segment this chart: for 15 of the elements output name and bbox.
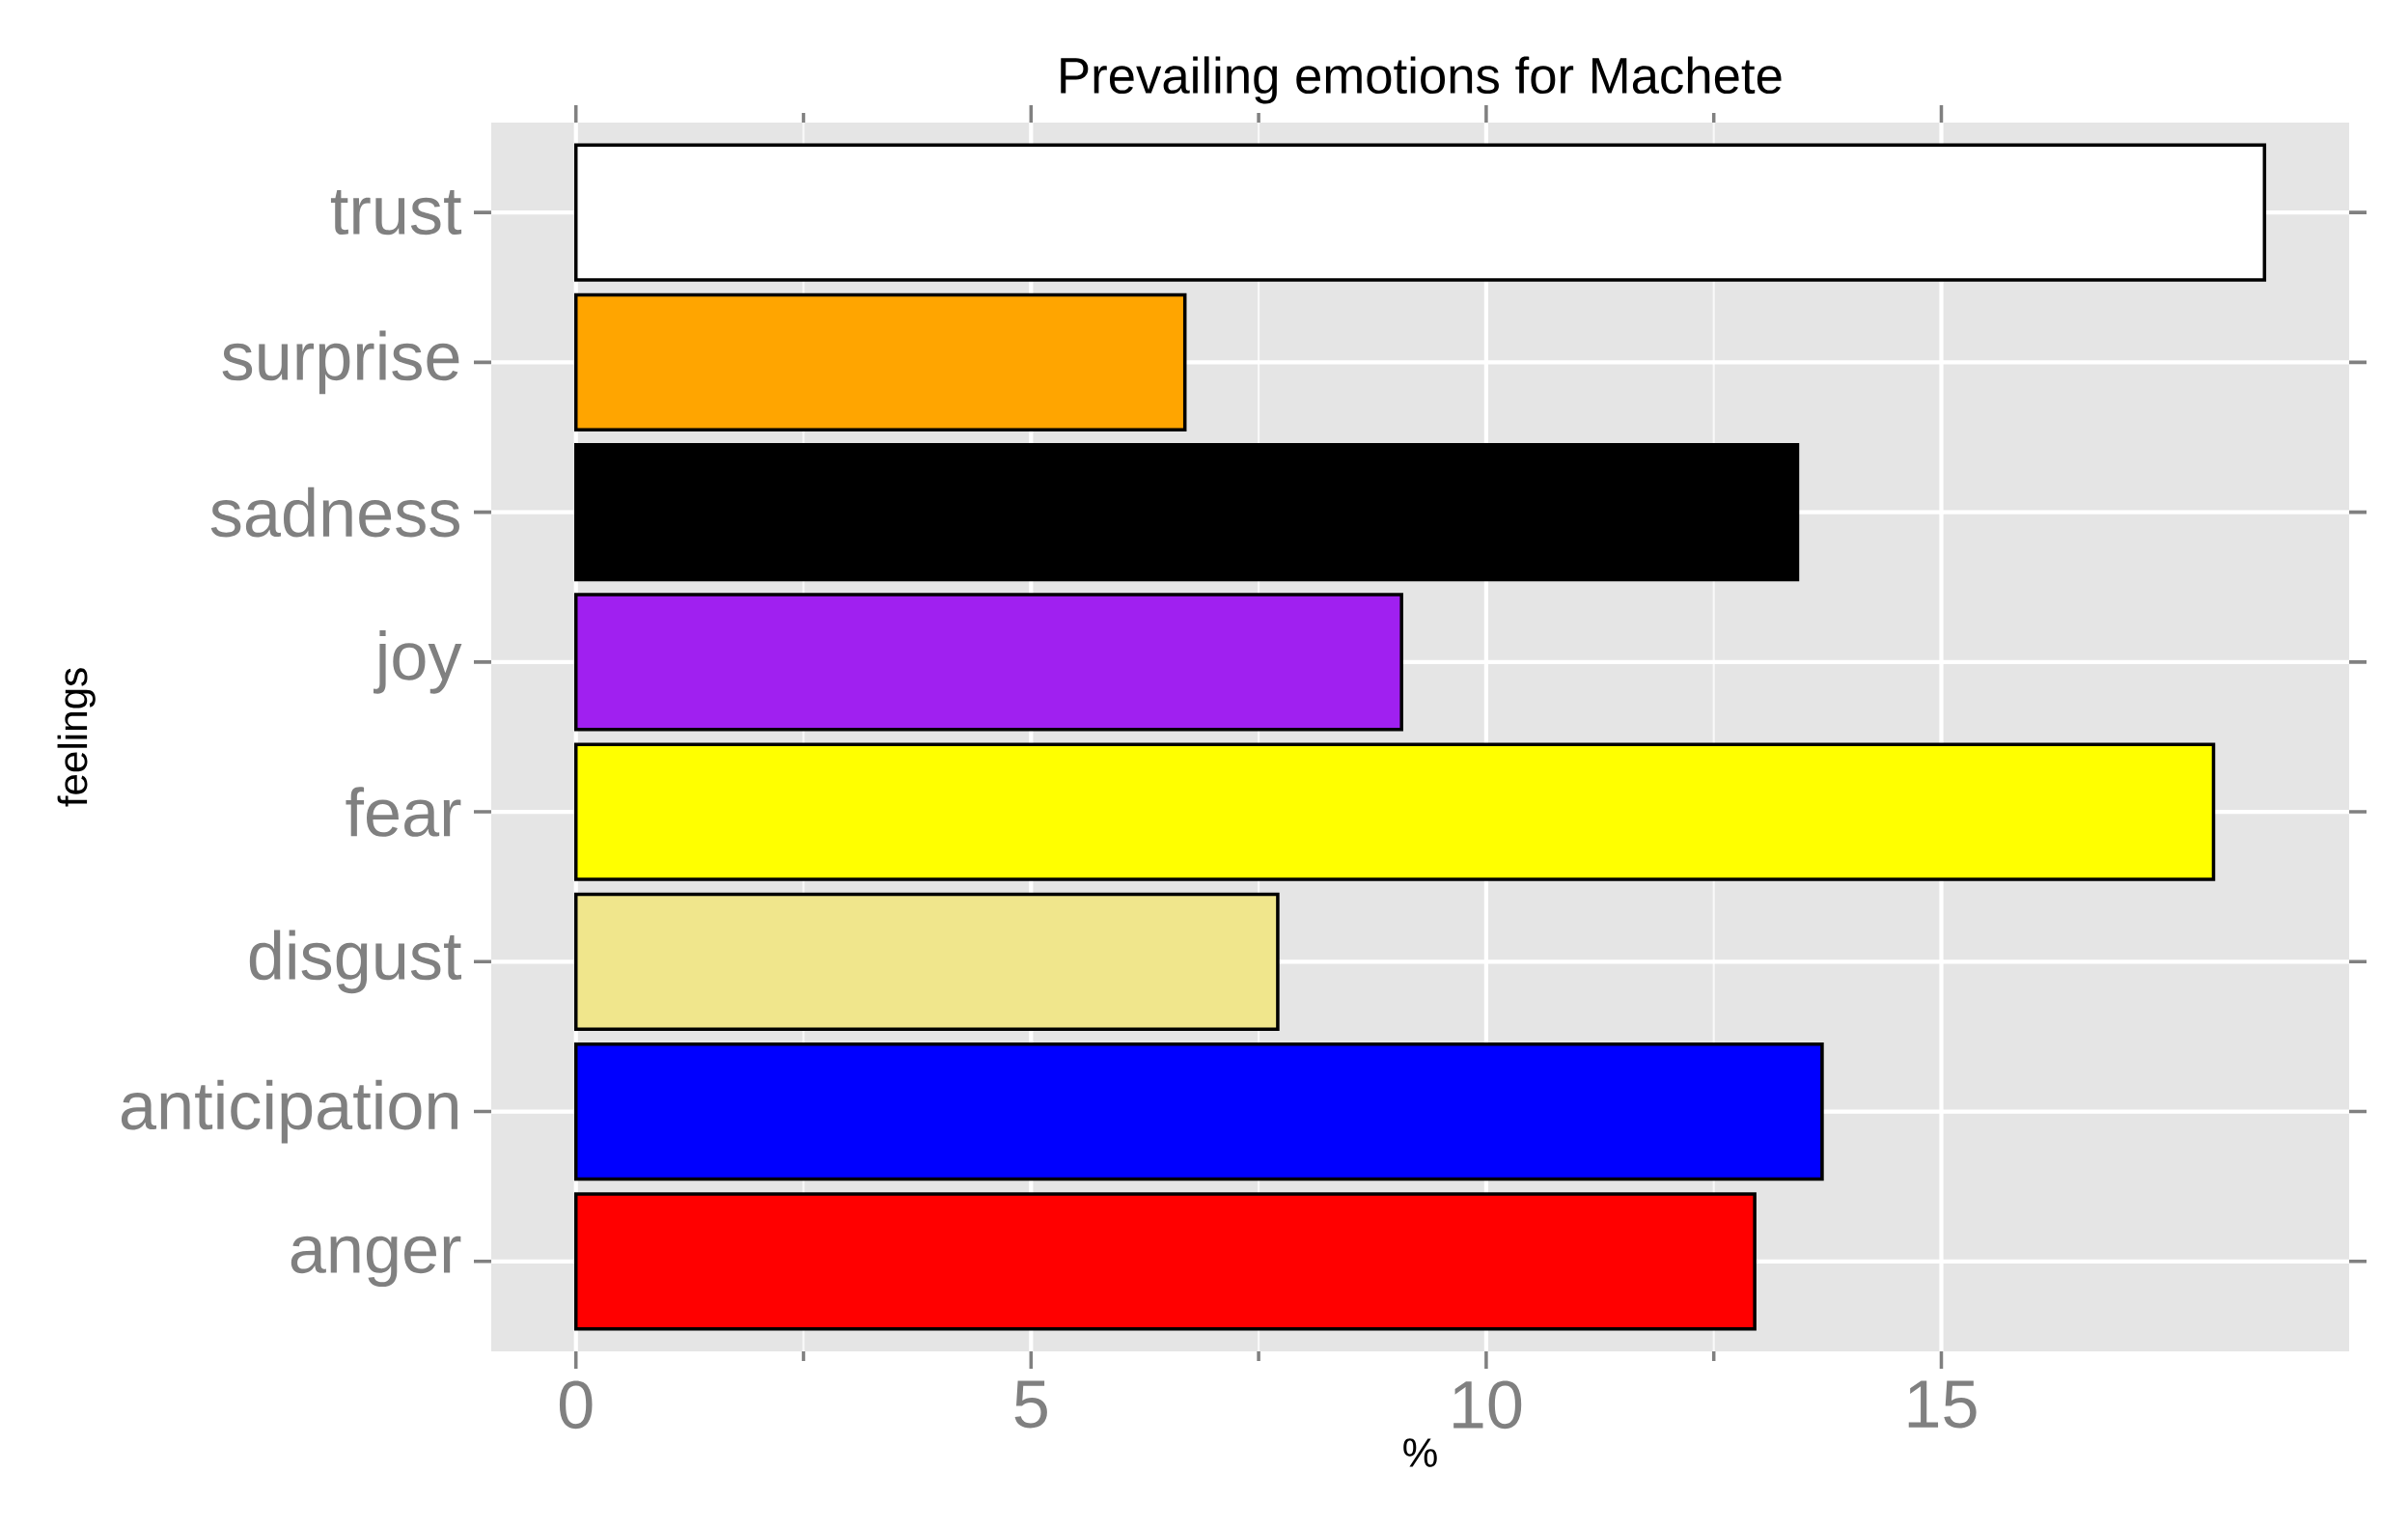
y-tick-label: trust [330,190,462,236]
y-tick-label: disgust [249,930,462,994]
y-tick-label: surprise [222,330,459,395]
x-tick-label: 0 [559,1380,593,1430]
y-tick-label: anger [291,1236,461,1288]
y-tick-label: joy [374,630,462,694]
x-axis-title: % [1403,1438,1437,1467]
y-tick-label: sadness [210,486,459,538]
x-tick-label: 10 [1453,1380,1522,1430]
y-tick-label: fear [346,787,461,837]
x-tick-label: 15 [1908,1380,1977,1429]
x-tick-label: 5 [1014,1380,1047,1429]
y-axis-title: feelings [57,668,96,807]
y-tick-label: anticipation [121,1079,457,1144]
chart-title: Prevailing emotions for Machete [1061,56,1782,104]
